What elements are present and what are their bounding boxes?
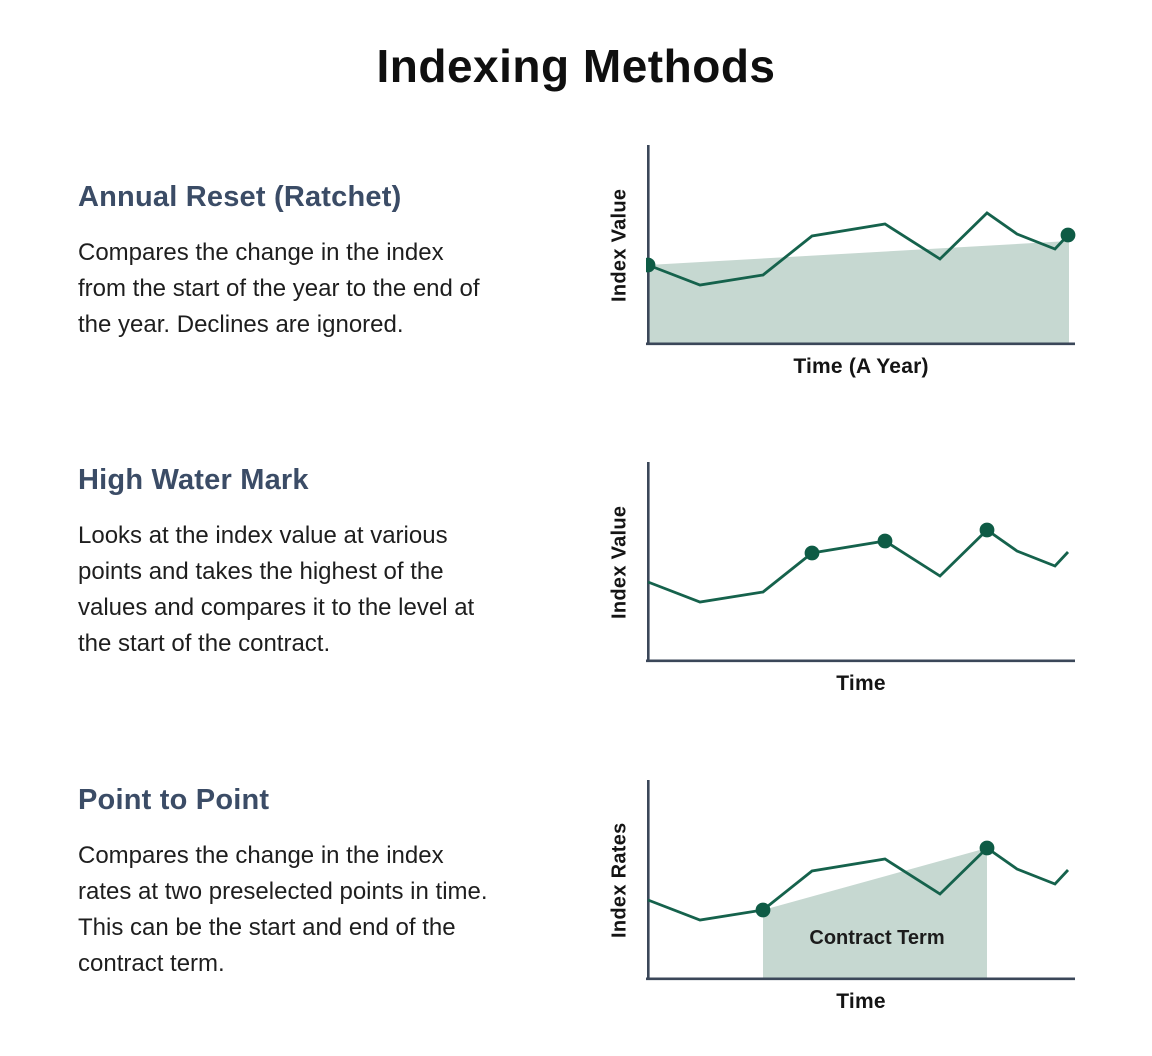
annual-reset-line-chart [646,143,1076,348]
index-line [647,846,1070,922]
description-line: the start of the contract. [78,630,331,657]
high-water-mark-description: Looks at the index value at various poin… [78,518,564,662]
shaded-area [648,241,1069,343]
point-to-point-line-chart: Contract Term [646,778,1076,983]
point-to-point-y-axis-label: Index Rates [608,822,631,939]
marked-point-dot [804,545,820,561]
shaded-area [763,848,987,978]
annual-reset-x-axis-label: Time (A Year) [793,355,929,378]
marked-point-dot [1060,227,1076,243]
description-line: the year. Declines are ignored. [78,311,404,338]
point-to-point-chart: Index Rates Contract Term Time [596,778,1088,1024]
page-title: Indexing Methods [376,40,776,92]
description-line: values and compares it to the level at [78,594,475,621]
description-line: rates at two preselected points in time. [78,878,488,905]
annual-reset-chart: Index Value Time (A Year) [596,143,1088,389]
section-point-to-point-text: Point to Point Compares the change in th… [78,783,564,982]
marked-point-dot [979,522,995,538]
description-line: contract term. [78,950,225,977]
annual-reset-heading: Annual Reset (Ratchet) [78,181,402,213]
marked-point-dot [646,257,656,273]
marked-point-dot [979,840,995,856]
section-high-water-mark-text: High Water Mark Looks at the index value… [78,463,564,662]
high-water-mark-x-axis-label: Time [836,672,886,695]
point-to-point-heading: Point to Point [78,784,270,816]
section-annual-reset-text: Annual Reset (Ratchet) Compares the chan… [78,180,564,343]
description-line: from the start of the year to the end of [78,275,480,302]
description-line: Looks at the index value at various [78,522,448,549]
high-water-mark-chart: Index Value Time [596,460,1088,706]
description-line: points and takes the highest of the [78,558,444,585]
high-water-mark-line-chart [646,460,1076,665]
high-water-mark-heading: High Water Mark [78,464,309,496]
marked-point-dot [755,902,771,918]
marked-point-dot [877,533,893,549]
description-line: This can be the start and end of the [78,914,456,941]
contract-term-label: Contract Term [809,927,944,949]
annual-reset-y-axis-label: Index Value [608,188,631,303]
point-to-point-description: Compares the change in the index rates a… [78,838,564,982]
description-line: Compares the change in the index [78,842,444,869]
description-line: Compares the change in the index [78,239,444,266]
point-to-point-x-axis-label: Time [836,990,886,1013]
index-line [647,211,1070,287]
high-water-mark-y-axis-label: Index Value [608,505,631,620]
index-line [647,528,1070,604]
annual-reset-description: Compares the change in the index from th… [78,235,564,343]
